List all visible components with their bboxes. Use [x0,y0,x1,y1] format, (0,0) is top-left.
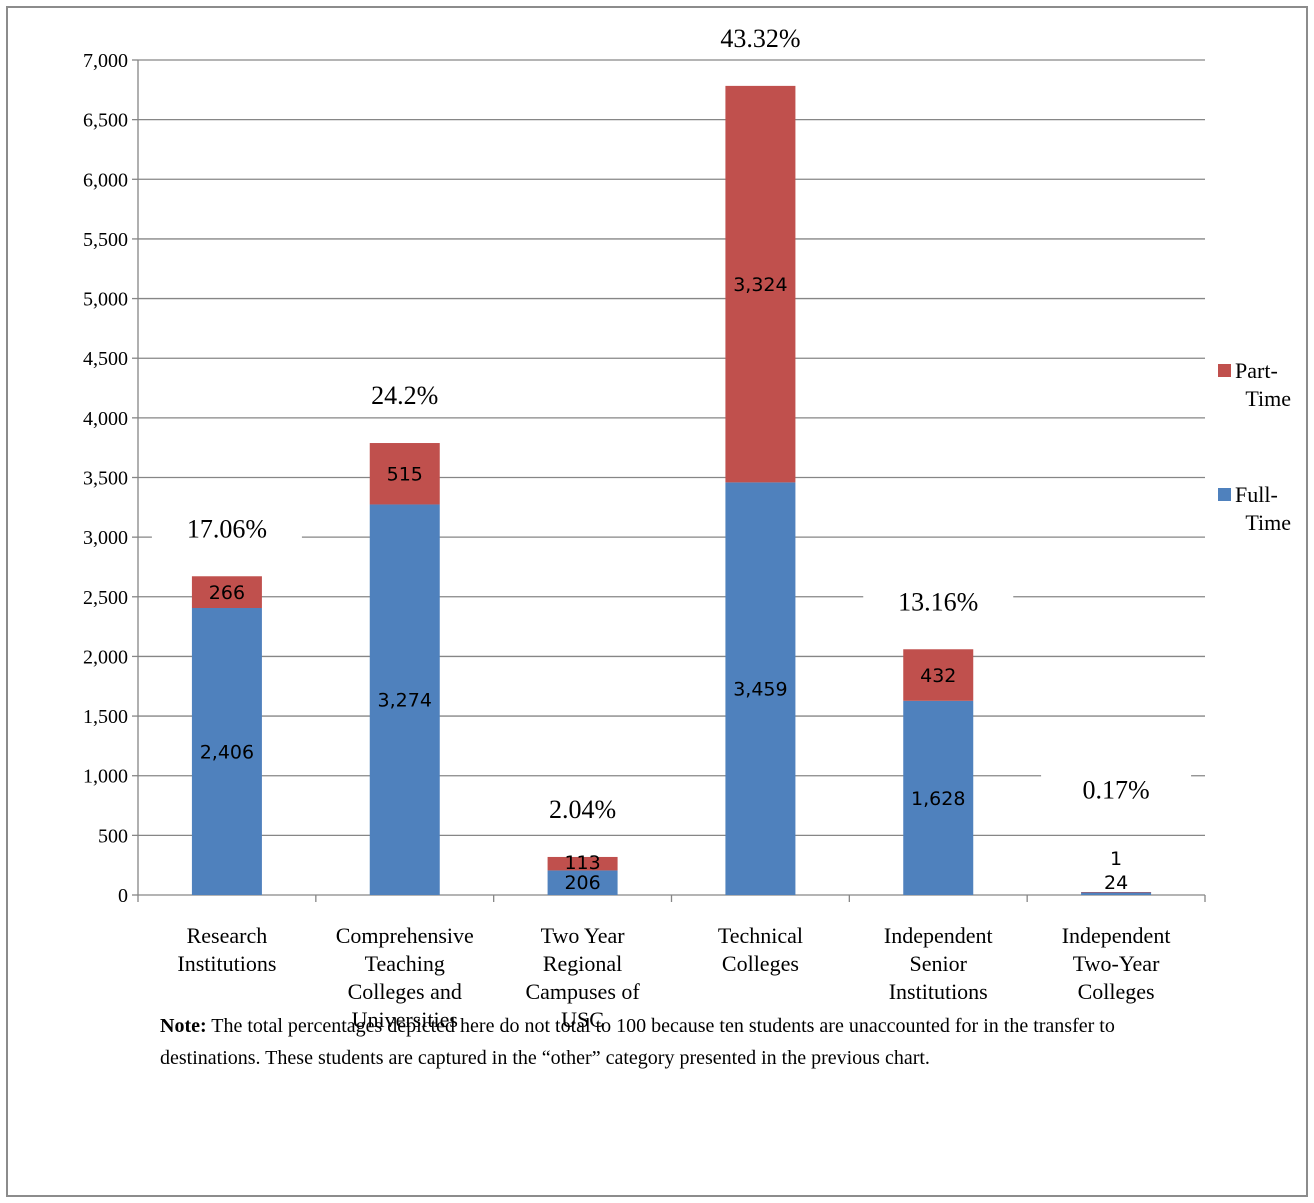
y-tick-label: 7,000 [83,50,128,72]
percent-label: 43.32% [720,24,800,53]
chart-note: Note: The total percentages depicted her… [160,1010,1160,1074]
legend-entry-label: Full- [1235,482,1278,507]
data-label-part-time: 3,324 [733,274,787,296]
x-category-label: Independent [884,923,993,948]
x-category-label: Technical [718,923,803,948]
x-category-label: Colleges [1078,979,1155,1004]
y-tick-label: 3,500 [83,468,128,490]
note-label: Note: [160,1015,207,1037]
x-category-label: Senior [910,951,968,976]
bar-full-time [725,482,796,895]
x-category-label: Independent [1062,923,1171,948]
y-tick-label: 4,000 [83,408,128,430]
percent-label-bg [329,375,480,416]
x-category-label: Universities [352,1007,458,1032]
data-label-full-time: 3,274 [378,690,432,712]
note-text: The total percentages depicted here do n… [160,1015,1115,1069]
percent-label-bg [863,581,1014,622]
percent-label-bg [685,17,836,58]
y-tick-label: 2,000 [83,646,128,668]
x-category-label: Two Year [541,923,626,948]
data-label-part-time: 1 [1110,848,1122,870]
legend-swatch [1218,488,1231,501]
percent-label-bg [151,508,302,549]
y-tick-label: 1,000 [83,766,128,788]
y-tick-label: 500 [98,825,128,847]
bar-full-time [191,607,262,895]
bar-part-time [369,443,440,505]
legend-entry-label: Time [1245,386,1291,411]
bar-full-time [369,504,440,895]
y-tick-label: 6,500 [83,110,128,132]
x-category-label: Campuses of [525,979,640,1004]
percent-label: 13.16% [898,587,978,616]
percent-label: 24.2% [371,381,438,410]
legend-entry-label: Time [1245,510,1291,535]
x-category-label: USC [561,1007,604,1032]
data-label-full-time: 3,459 [733,679,787,701]
percent-label: 0.17% [1082,776,1149,805]
x-category-label: Research [187,923,268,948]
data-label-full-time: 2,406 [200,741,254,763]
bar-full-time [547,870,618,895]
bar-full-time [903,700,974,895]
x-category-label: Colleges [722,951,799,976]
percent-label-bg [1041,769,1192,810]
legend-entry-label: Part- [1235,358,1278,383]
y-tick-label: 5,000 [83,289,128,311]
y-tick-label: 3,000 [83,527,128,549]
x-category-label: Institutions [889,979,988,1004]
data-label-part-time: 432 [920,665,956,687]
data-label-full-time: 1,628 [911,788,965,810]
bar-full-time [1081,892,1152,895]
y-tick-label: 2,500 [83,587,128,609]
data-label-part-time: 515 [387,464,423,486]
data-label-full-time: 24 [1104,872,1128,894]
percent-label: 17.06% [187,514,267,543]
bar-part-time [903,649,974,701]
y-tick-label: 6,000 [83,169,128,191]
bar-part-time [725,85,796,483]
x-category-label: Teaching [365,951,445,976]
x-category-label: Regional [543,951,622,976]
x-category-label: Colleges and [348,979,462,1004]
x-category-label: Institutions [177,951,276,976]
data-label-part-time: 113 [564,852,600,874]
bar-part-time [547,856,618,871]
data-label-full-time: 206 [564,872,600,894]
y-tick-label: 1,500 [83,706,128,728]
legend-swatch [1218,364,1231,377]
bar-part-time [1081,892,1152,893]
bar-part-time [191,576,262,608]
x-category-label: Two-Year [1073,951,1160,976]
y-tick-label: 0 [118,885,128,907]
y-tick-label: 5,500 [83,229,128,251]
percent-label-bg [507,788,658,829]
x-category-label: Comprehensive [336,923,474,948]
y-tick-label: 4,500 [83,348,128,370]
data-label-part-time: 266 [209,582,245,604]
percent-label: 2.04% [549,795,616,824]
